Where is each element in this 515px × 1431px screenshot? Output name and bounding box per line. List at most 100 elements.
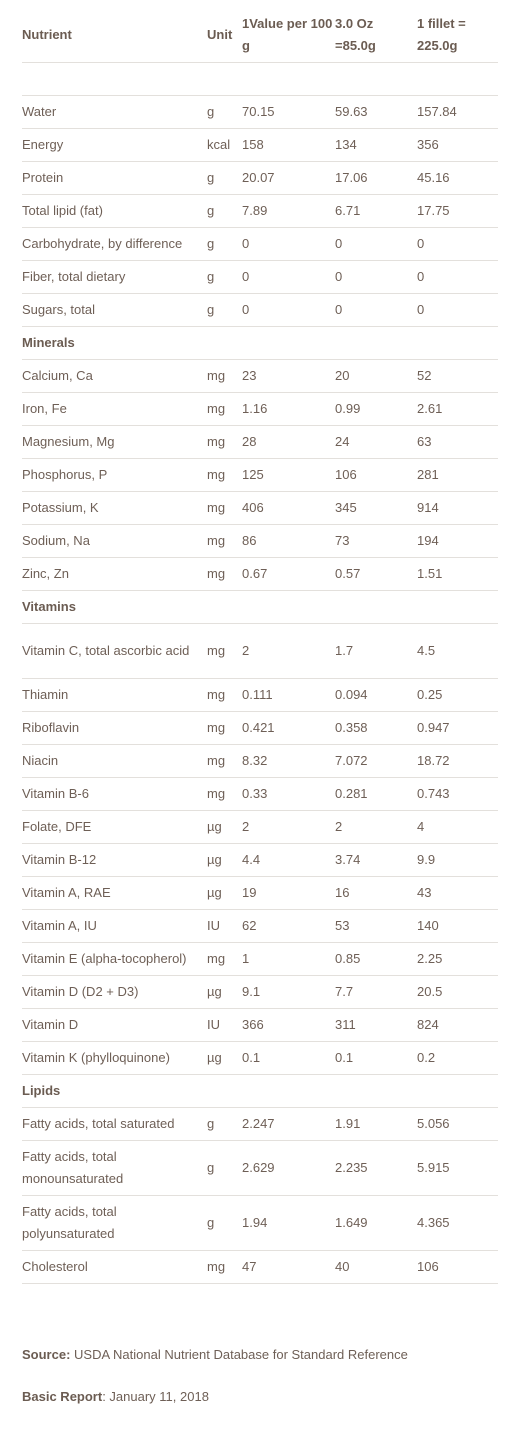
nutrient-name-cell: Vitamin A, RAE (22, 876, 205, 910)
value-fillet-cell: 52 (417, 359, 498, 393)
value-3oz-cell: 0.094 (335, 678, 417, 712)
nutrition-table-container: Nutrient Unit 1Value per 100 g 3.0 Oz =8… (22, 8, 498, 1284)
section-title: Vitamins (22, 590, 498, 624)
unit-cell: IU (205, 909, 242, 943)
nutrient-name-cell: Riboflavin (22, 711, 205, 745)
nutrient-name-cell: Water (22, 95, 205, 129)
unit-cell: mg (205, 678, 242, 712)
unit-cell: g (205, 1140, 242, 1196)
unit-cell: g (205, 227, 242, 261)
unit-cell: g (205, 95, 242, 129)
table-row: Riboflavin mg 0.421 0.358 0.947 (22, 711, 498, 745)
value-per-100g-cell: 23 (242, 359, 335, 393)
value-per-100g-cell: 0.111 (242, 678, 335, 712)
value-fillet-cell: 0 (417, 260, 498, 294)
nutrient-name-cell: Fiber, total dietary (22, 260, 205, 294)
value-per-100g-cell: 2 (242, 623, 335, 679)
report-text: : January 11, 2018 (102, 1389, 209, 1404)
table-row: Vitamin C, total ascorbic acid mg 2 1.7 4.5 (22, 623, 498, 679)
unit-cell: g (205, 194, 242, 228)
value-per-100g-cell: 9.1 (242, 975, 335, 1009)
value-3oz-cell: 20 (335, 359, 417, 393)
nutrient-name-cell: Fatty acids, total polyunsaturated (22, 1195, 205, 1251)
nutrient-name-cell: Vitamin C, total ascorbic acid (22, 623, 205, 679)
value-per-100g-cell: 1.16 (242, 392, 335, 426)
nutrient-name-cell: Iron, Fe (22, 392, 205, 426)
value-fillet-cell: 9.9 (417, 843, 498, 877)
nutrient-name-cell: Niacin (22, 744, 205, 778)
value-per-100g-cell: 0 (242, 260, 335, 294)
unit-cell: µg (205, 843, 242, 877)
value-fillet-cell: 140 (417, 909, 498, 943)
unit-cell: mg (205, 744, 242, 778)
section-lipids: Lipids (22, 1074, 498, 1108)
value-fillet-cell: 0 (417, 293, 498, 327)
table-row: Vitamin B-6 mg 0.33 0.281 0.743 (22, 777, 498, 811)
table-row: Energy kcal 158 134 356 (22, 128, 498, 162)
footer: Source: USDA National Nutrient Database … (22, 1344, 498, 1408)
value-3oz-cell: 311 (335, 1008, 417, 1042)
nutrient-name-cell: Phosphorus, P (22, 458, 205, 492)
value-3oz-cell: 0 (335, 227, 417, 261)
table-row: Water g 70.15 59.63 157.84 (22, 95, 498, 129)
value-fillet-cell: 2.61 (417, 392, 498, 426)
nutrient-name-cell: Vitamin A, IU (22, 909, 205, 943)
value-fillet-cell: 4.5 (417, 623, 498, 679)
value-per-100g-cell: 0 (242, 293, 335, 327)
value-fillet-cell: 0.2 (417, 1041, 498, 1075)
source-line: Source: USDA National Nutrient Database … (22, 1344, 498, 1366)
value-fillet-cell: 4.365 (417, 1195, 498, 1251)
value-3oz-cell: 1.91 (335, 1107, 417, 1141)
value-fillet-cell: 5.056 (417, 1107, 498, 1141)
value-3oz-cell: 7.072 (335, 744, 417, 778)
value-fillet-cell: 43 (417, 876, 498, 910)
source-label: Source: (22, 1347, 71, 1362)
value-3oz-cell: 0.281 (335, 777, 417, 811)
value-3oz-cell: 3.74 (335, 843, 417, 877)
nutrient-name-cell: Folate, DFE (22, 810, 205, 844)
unit-cell: kcal (205, 128, 242, 162)
unit-cell: mg (205, 623, 242, 679)
table-row: Sodium, Na mg 86 73 194 (22, 524, 498, 558)
value-3oz-cell: 0.57 (335, 557, 417, 591)
nutrient-name-cell: Sodium, Na (22, 524, 205, 558)
nutrient-name-cell: Thiamin (22, 678, 205, 712)
value-per-100g-cell: 1 (242, 942, 335, 976)
value-3oz-cell: 0.99 (335, 392, 417, 426)
section-minerals: Minerals (22, 326, 498, 360)
unit-cell: g (205, 293, 242, 327)
unit-cell: mg (205, 711, 242, 745)
value-per-100g-cell: 406 (242, 491, 335, 525)
table-row: Total lipid (fat) g 7.89 6.71 17.75 (22, 194, 498, 228)
value-fillet-cell: 0 (417, 227, 498, 261)
unit-cell: mg (205, 425, 242, 459)
table-row: Protein g 20.07 17.06 45.16 (22, 161, 498, 195)
table-row: Magnesium, Mg mg 28 24 63 (22, 425, 498, 459)
table-row: Thiamin mg 0.111 0.094 0.25 (22, 678, 498, 712)
table-row: Vitamin D (D2 + D3) µg 9.1 7.7 20.5 (22, 975, 498, 1009)
table-row: Iron, Fe mg 1.16 0.99 2.61 (22, 392, 498, 426)
unit-cell: IU (205, 1008, 242, 1042)
value-fillet-cell: 4 (417, 810, 498, 844)
value-3oz-cell: 1.649 (335, 1195, 417, 1251)
value-per-100g-cell: 86 (242, 524, 335, 558)
nutrient-name-cell: Carbohydrate, by difference (22, 227, 205, 261)
value-fillet-cell: 824 (417, 1008, 498, 1042)
report-label: Basic Report (22, 1389, 103, 1404)
value-fillet-cell: 356 (417, 128, 498, 162)
nutrient-name-cell: Vitamin K (phylloquinone) (22, 1041, 205, 1075)
nutrient-name-cell: Vitamin D (D2 + D3) (22, 975, 205, 1009)
nutrient-name-cell: Cholesterol (22, 1250, 205, 1284)
value-per-100g-cell: 70.15 (242, 95, 335, 129)
value-3oz-cell: 345 (335, 491, 417, 525)
table-row: Carbohydrate, by difference g 0 0 0 (22, 227, 498, 261)
value-per-100g-cell: 7.89 (242, 194, 335, 228)
table-row: Vitamin B-12 µg 4.4 3.74 9.9 (22, 843, 498, 877)
value-per-100g-cell: 2.247 (242, 1107, 335, 1141)
header-value-per-100g: 1Value per 100 g (242, 8, 335, 63)
value-per-100g-cell: 28 (242, 425, 335, 459)
unit-cell: g (205, 1195, 242, 1251)
table-row: Fatty acids, total monounsaturated g 2.629… (22, 1140, 498, 1196)
value-fillet-cell: 0.947 (417, 711, 498, 745)
